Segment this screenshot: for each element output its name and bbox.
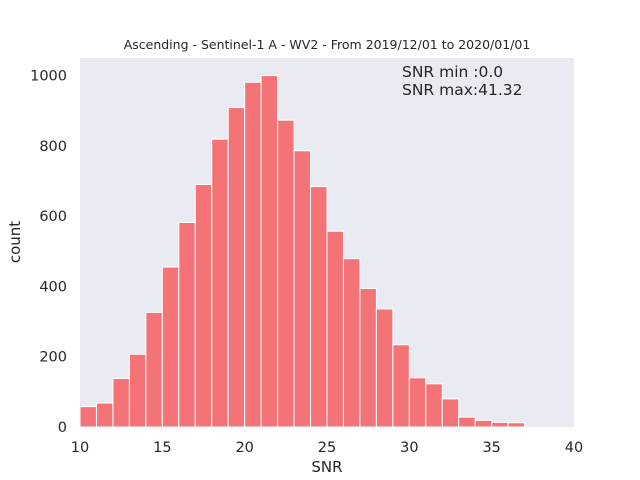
histogram-bar-24 [474, 419, 493, 428]
histogram-bar-26 [507, 422, 526, 428]
bars-group [79, 75, 526, 428]
histogram-bar-8 [211, 138, 229, 428]
histogram-bar-0 [79, 406, 97, 428]
histogram-bar-14 [310, 186, 328, 428]
y-tick-label: 800 [39, 139, 67, 155]
histogram-bar-5 [161, 266, 180, 428]
histogram-bar-7 [194, 184, 213, 428]
histogram-bar-23 [458, 416, 476, 428]
x-tick-label: 10 [71, 440, 89, 456]
histogram-bar-17 [359, 288, 377, 428]
histogram-bar-18 [375, 308, 394, 428]
histogram-bar-22 [441, 398, 460, 428]
histogram-bar-16 [342, 258, 361, 428]
histogram-bar-19 [392, 344, 410, 428]
histogram-bar-2 [112, 378, 130, 428]
histogram-bar-11 [260, 75, 279, 428]
chart-title: Ascending - Sentinel-1 A - WV2 - From 20… [124, 37, 531, 52]
y-tick-label: 400 [39, 279, 67, 295]
annotation-snr-max: SNR max:41.32 [402, 81, 523, 99]
histogram-bar-4 [145, 311, 163, 428]
y-tick-label: 0 [58, 420, 67, 436]
x-tick-label: 25 [318, 440, 336, 456]
x-tick-labels: 10 15 20 25 30 35 40 [71, 440, 583, 456]
x-tick-label: 40 [565, 440, 583, 456]
x-axis-label: SNR [311, 458, 342, 476]
histogram-bar-1 [95, 402, 114, 428]
histogram-bar-15 [326, 230, 344, 428]
histogram-bar-12 [277, 119, 295, 428]
annotation-snr-min: SNR min :0.0 [402, 63, 503, 81]
histogram-bar-6 [178, 221, 196, 428]
histogram-bar-25 [491, 421, 509, 428]
histogram-bar-20 [408, 377, 427, 428]
y-axis-label: count [6, 221, 24, 263]
x-tick-label: 35 [482, 440, 500, 456]
y-tick-label: 600 [39, 209, 67, 225]
x-tick-label: 30 [400, 440, 418, 456]
x-tick-label: 15 [153, 440, 171, 456]
y-tick-labels: 0 200 400 600 800 1000 [30, 69, 67, 436]
y-tick-label: 200 [39, 350, 67, 366]
x-tick-label: 20 [235, 440, 253, 456]
histogram-bar-21 [425, 383, 443, 428]
y-tick-label: 1000 [30, 69, 67, 85]
histogram-bar-13 [293, 150, 312, 428]
histogram-bar-9 [227, 107, 246, 428]
histogram-bar-3 [128, 353, 147, 428]
histogram-bar-10 [244, 81, 262, 428]
